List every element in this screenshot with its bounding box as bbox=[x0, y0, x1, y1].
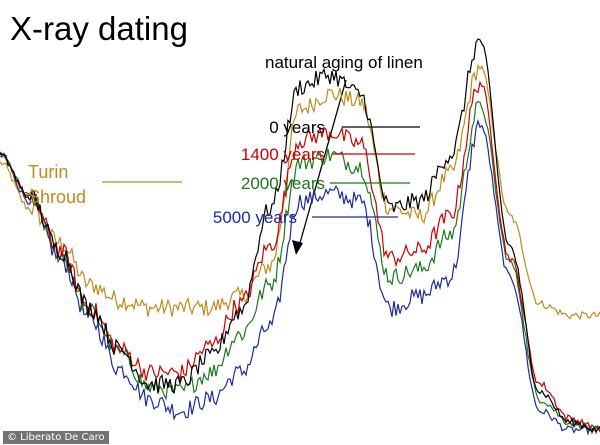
legend-label-0-years: 0 years bbox=[269, 118, 325, 137]
legend-label-1400-years: 1400 years bbox=[241, 145, 325, 164]
turin-label-line-2: Shroud bbox=[28, 187, 86, 207]
legend-label-5000-years: 5000 years bbox=[213, 208, 297, 227]
aging-annotation: natural aging of linen bbox=[265, 53, 423, 72]
series-line-5000-years bbox=[0, 118, 600, 436]
turin-label-line-1: Turin bbox=[28, 162, 68, 182]
aging-arrow bbox=[292, 79, 347, 255]
credit-text: © Liberato De Caro bbox=[3, 431, 109, 444]
label-layer: 0 years 1400 years 2000 years 5000 years Tur… bbox=[28, 118, 420, 227]
legend-label-2000-years: 2000 years bbox=[241, 174, 325, 193]
series-layer bbox=[0, 38, 600, 436]
series-line-2000-years bbox=[0, 100, 600, 432]
chart-title: X-ray dating bbox=[10, 10, 188, 47]
series-line-0-years bbox=[0, 38, 600, 433]
series-line-turin-shroud bbox=[0, 63, 600, 321]
